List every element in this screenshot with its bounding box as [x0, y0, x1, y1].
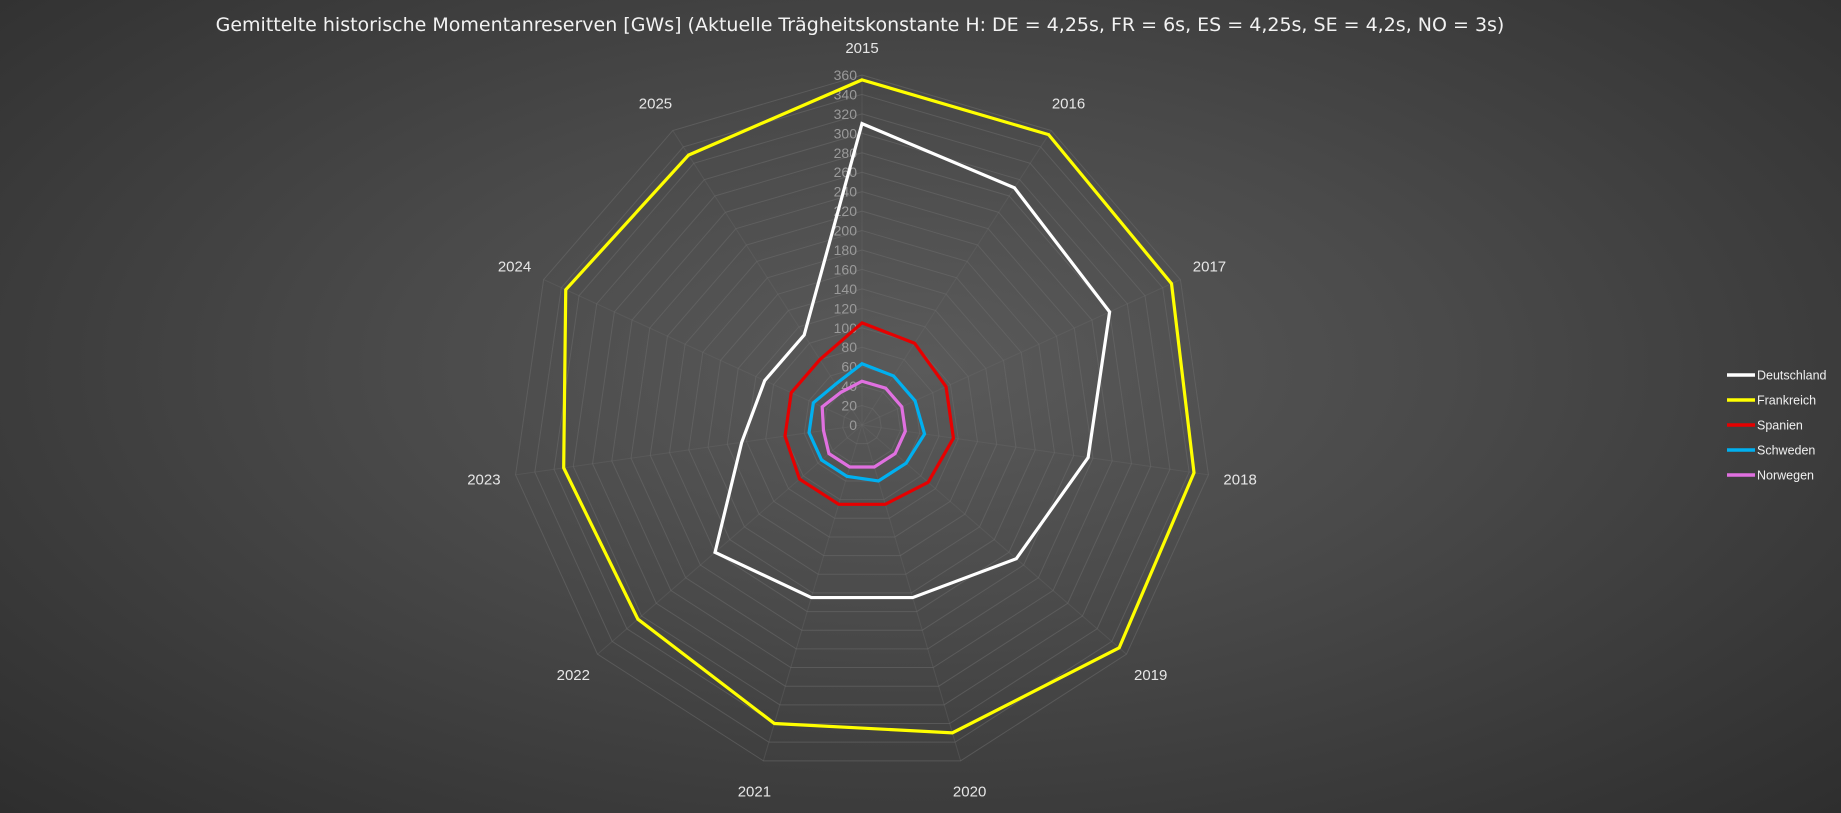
legend-label: Deutschland — [1757, 369, 1827, 383]
category-label: 2023 — [467, 471, 500, 488]
grid-ring — [688, 249, 1036, 594]
grid-spoke — [861, 424, 1209, 476]
series-line-frankreich — [562, 78, 1196, 735]
radial-tick-label: 180 — [834, 242, 858, 258]
grid-ring — [515, 74, 1209, 762]
radial-tick-label: 240 — [834, 184, 858, 200]
legend: Deutschland Frankreich Spanien Schweden Norw… — [1727, 369, 1827, 483]
radial-tick-label: 140 — [834, 281, 858, 297]
radar-grid — [515, 74, 1209, 762]
radial-tick-label: 300 — [834, 125, 858, 141]
radial-tick-label: 260 — [834, 164, 858, 180]
grid-spoke — [861, 279, 1181, 426]
category-label: 2018 — [1223, 471, 1256, 488]
category-label: 2015 — [845, 40, 878, 57]
grid-ring — [572, 132, 1152, 706]
legend-label: Schweden — [1757, 444, 1815, 458]
legend-label: Frankreich — [1757, 394, 1816, 408]
grid-ring — [707, 268, 1017, 575]
category-label: 2024 — [498, 258, 531, 275]
grid-ring — [553, 113, 1171, 725]
grid-ring — [630, 191, 1094, 650]
category-label: 2017 — [1193, 258, 1226, 275]
grid-ring — [765, 327, 959, 519]
legend-label: Spanien — [1757, 419, 1803, 433]
grid-ring — [726, 288, 998, 557]
radial-tick-label: 80 — [841, 339, 857, 355]
grid-ring — [669, 230, 1055, 613]
radial-tick-label: 360 — [834, 67, 858, 83]
grid-ring — [534, 93, 1190, 743]
series-line-spanien — [783, 321, 956, 506]
grid-spoke — [672, 130, 863, 426]
category-label: 2021 — [738, 784, 771, 801]
category-label: 2016 — [1052, 96, 1085, 113]
radial-tick-label: 100 — [834, 320, 858, 336]
grid-spoke — [597, 424, 863, 655]
grid-spoke — [543, 279, 863, 426]
radial-tick-label: 320 — [834, 106, 858, 122]
series-line-deutschland — [713, 121, 1112, 600]
radial-tick-label: 340 — [834, 86, 858, 102]
category-label: 2025 — [639, 96, 672, 113]
grid-ring — [746, 307, 978, 538]
series-line-norwegen — [820, 379, 907, 469]
legend-label: Norwegen — [1757, 469, 1814, 483]
radial-tick-label: 0 — [849, 417, 857, 433]
radial-tick-label: 160 — [834, 261, 858, 277]
grid-ring — [822, 385, 902, 463]
grid-spoke — [762, 424, 863, 761]
category-label: 2020 — [953, 784, 986, 801]
chart-title: Gemittelte historische Momentanreserven … — [216, 14, 1505, 36]
grid-ring — [842, 405, 882, 445]
grid-spoke — [515, 424, 863, 476]
grid-ring — [611, 171, 1113, 669]
category-labels: 2015201620172018201920202021202220232024… — [467, 40, 1257, 801]
radial-tick-label: 200 — [834, 223, 858, 239]
radial-tick-label: 120 — [834, 300, 858, 316]
series-layer — [562, 78, 1196, 735]
grid-ring — [649, 210, 1075, 631]
category-label: 2019 — [1134, 667, 1167, 684]
radial-tick-label: 20 — [841, 398, 857, 414]
series-line-schweden — [807, 361, 927, 483]
category-label: 2022 — [557, 667, 590, 684]
